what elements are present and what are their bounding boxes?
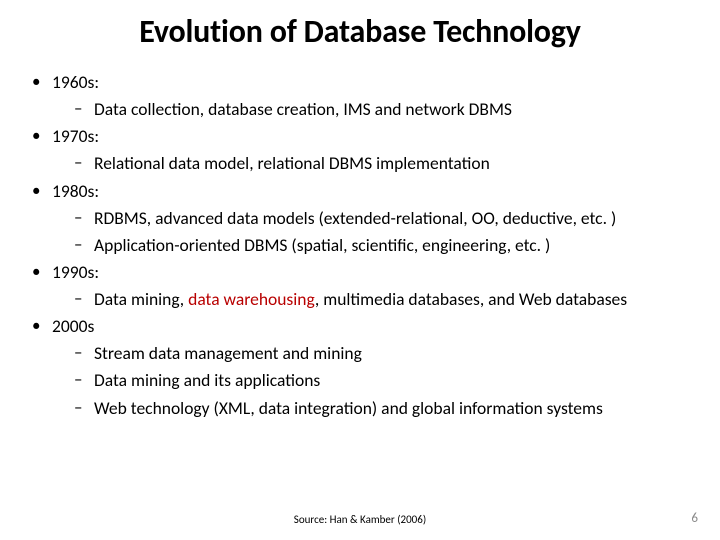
sub-list: Data collection, database creation, IMS …	[52, 96, 696, 123]
sub-item: Data collection, database creation, IMS …	[72, 96, 696, 123]
sub-item: Data mining and its applications	[72, 367, 696, 394]
highlight-text: data warehousing	[188, 288, 315, 310]
text-post: , multimedia databases, and Web database…	[315, 288, 627, 310]
sub-item: RDBMS, advanced data models (extended-re…	[72, 205, 696, 232]
era-label: 1980s:	[52, 180, 99, 202]
era-label: 1970s:	[52, 125, 99, 147]
slide-title: Evolution of Database Technology	[0, 12, 720, 51]
sub-list: Data mining, data warehousing, multimedi…	[52, 286, 696, 313]
slide: Evolution of Database Technology 1960s: …	[0, 0, 720, 540]
sub-list: RDBMS, advanced data models (extended-re…	[52, 205, 696, 259]
era-label: 1990s:	[52, 261, 99, 283]
sub-item: Data mining, data warehousing, multimedi…	[72, 286, 696, 313]
list-item: 1980s: RDBMS, advanced data models (exte…	[28, 178, 696, 259]
bullet-list: 1960s: Data collection, database creatio…	[0, 69, 720, 422]
sub-list: Stream data management and mining Data m…	[52, 340, 696, 421]
list-item: 2000s Stream data management and mining …	[28, 313, 696, 422]
sub-item: Web technology (XML, data integration) a…	[72, 395, 696, 422]
era-label: 2000s	[52, 315, 94, 337]
sub-item: Stream data management and mining	[72, 340, 696, 367]
sub-item: Application-oriented DBMS (spatial, scie…	[72, 232, 696, 259]
page-number: 6	[691, 511, 698, 526]
text-pre: Data mining,	[94, 288, 188, 310]
list-item: 1960s: Data collection, database creatio…	[28, 69, 696, 123]
sub-item: Relational data model, relational DBMS i…	[72, 150, 696, 177]
list-item: 1970s: Relational data model, relational…	[28, 123, 696, 177]
sub-list: Relational data model, relational DBMS i…	[52, 150, 696, 177]
era-label: 1960s:	[52, 71, 99, 93]
source-footer: Source: Han & Kamber (2006)	[0, 513, 720, 526]
list-item: 1990s: Data mining, data warehousing, mu…	[28, 259, 696, 313]
